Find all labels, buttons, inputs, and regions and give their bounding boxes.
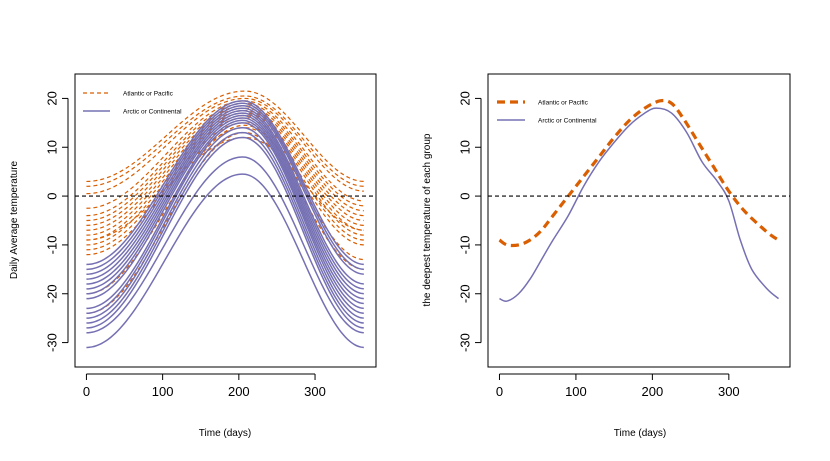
atlantic-pacific-curve-15 bbox=[86, 131, 364, 314]
right-y-axis: -30 -20 -10 0 10 20 bbox=[458, 91, 482, 352]
right-panel: 0 100 200 300 -30 -20 -10 0 10 20 Time (days) th… bbox=[422, 73, 791, 439]
arctic-continental-curve-3 bbox=[86, 104, 364, 275]
right-plot-frame bbox=[487, 73, 791, 368]
arctic-continental-curve-9 bbox=[86, 119, 364, 310]
atlantic-pacific-curve-4 bbox=[86, 100, 364, 209]
right-y-tick-label: 10 bbox=[458, 140, 473, 154]
arctic-continental-curve-15 bbox=[86, 173, 364, 349]
right-x-tick-label: 100 bbox=[565, 384, 587, 399]
arctic-continental-curve-14 bbox=[86, 156, 364, 334]
left-x-tick-label: 0 bbox=[83, 384, 90, 399]
left-legend: Atlantic or Pacific Arctic or Continenta… bbox=[83, 91, 182, 116]
atlantic-pacific-curve-5 bbox=[86, 102, 364, 217]
atlantic-pacific-deepest-line bbox=[498, 98, 780, 248]
left-y-tick-label: -20 bbox=[45, 284, 60, 303]
right-legend-atlantic-label: Atlantic or Pacific bbox=[538, 100, 589, 107]
arctic-continental-deepest-line bbox=[499, 107, 780, 302]
left-x-axis-title: Time (days) bbox=[199, 428, 251, 439]
right-y-tick-label: -30 bbox=[458, 333, 473, 352]
arctic-continental-curve-4 bbox=[86, 107, 364, 285]
left-x-tick-label: 300 bbox=[304, 384, 326, 399]
atlantic-pacific-curve-10 bbox=[86, 114, 364, 241]
right-x-axis: 0 100 200 300 bbox=[496, 373, 740, 399]
left-y-tick-label: 10 bbox=[45, 140, 60, 154]
left-x-axis: 0 100 200 300 bbox=[83, 373, 326, 399]
right-x-tick-label: 200 bbox=[642, 384, 664, 399]
left-plot-frame bbox=[74, 73, 377, 368]
right-y-tick-label: -20 bbox=[458, 284, 473, 303]
left-y-axis-title: Daily Average temperature bbox=[9, 160, 20, 279]
right-legend-arctic-label: Arctic or Continental bbox=[538, 118, 597, 125]
left-x-tick-label: 200 bbox=[228, 384, 250, 399]
left-y-tick-label: -30 bbox=[45, 333, 60, 352]
arctic-continental-curve-6 bbox=[86, 112, 364, 295]
right-y-tick-label: -10 bbox=[458, 236, 473, 255]
arctic-continental-curve-11 bbox=[86, 126, 364, 319]
atlantic-pacific-curve-6 bbox=[86, 105, 364, 222]
right-x-tick-label: 300 bbox=[718, 384, 740, 399]
left-series-layer bbox=[86, 90, 364, 349]
right-x-tick-label: 0 bbox=[496, 384, 503, 399]
left-legend-atlantic-label: Atlantic or Pacific bbox=[123, 91, 174, 98]
arctic-continental-curve-13 bbox=[86, 136, 364, 329]
left-panel: 0 100 200 300 -30 -20 -10 0 10 20 Time (days) Da… bbox=[9, 73, 377, 439]
left-y-tick-label: 20 bbox=[45, 91, 60, 105]
arctic-continental-curve-12 bbox=[86, 131, 364, 324]
left-y-axis: -30 -20 -10 0 10 20 bbox=[45, 91, 69, 352]
arctic-continental-curve-8 bbox=[86, 117, 364, 305]
atlantic-pacific-curve-2 bbox=[86, 95, 364, 187]
right-legend: Atlantic or Pacific Arctic or Continenta… bbox=[497, 100, 597, 125]
arctic-continental-curve-1 bbox=[86, 100, 364, 266]
left-x-tick-label: 100 bbox=[152, 384, 174, 399]
left-y-tick-label: -10 bbox=[45, 236, 60, 255]
right-series-layer bbox=[498, 98, 780, 302]
left-y-tick-label: 0 bbox=[45, 192, 60, 199]
atlantic-pacific-curve-3 bbox=[86, 97, 364, 195]
right-y-axis-title: the deepest temperature of each group bbox=[422, 133, 433, 306]
arctic-continental-curve-7 bbox=[86, 114, 364, 300]
right-y-tick-label: 20 bbox=[458, 91, 473, 105]
left-legend-arctic-label: Arctic or Continental bbox=[123, 109, 182, 116]
arctic-continental-curve-5 bbox=[86, 109, 364, 290]
arctic-continental-curve-10 bbox=[86, 122, 364, 315]
right-y-tick-label: 0 bbox=[458, 192, 473, 199]
atlantic-pacific-curve-16 bbox=[86, 136, 364, 241]
right-x-axis-title: Time (days) bbox=[614, 428, 666, 439]
arctic-continental-curve-2 bbox=[86, 102, 364, 271]
atlantic-pacific-curve-1 bbox=[86, 90, 364, 183]
